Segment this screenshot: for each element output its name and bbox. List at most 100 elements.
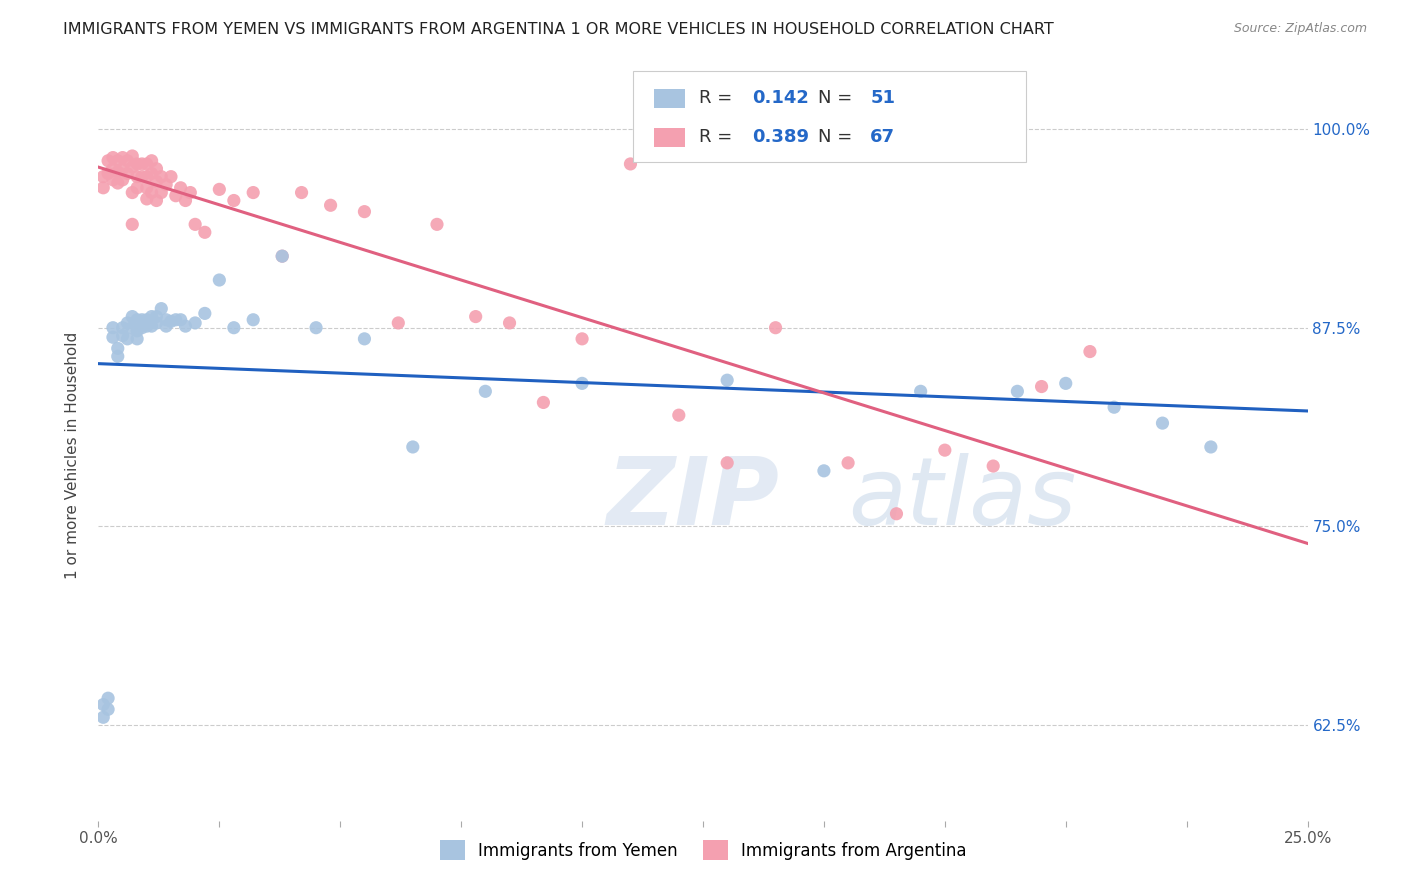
Point: [194, 306, 217, 320]
Point: [121, 186, 143, 200]
Point: [135, 192, 157, 206]
Point: [101, 151, 124, 165]
Point: [135, 157, 157, 171]
Point: [716, 373, 738, 387]
Point: [145, 194, 167, 208]
Point: [107, 349, 129, 363]
Point: [716, 456, 738, 470]
Point: [131, 312, 153, 326]
Point: [208, 273, 231, 287]
Point: [765, 320, 787, 334]
Point: [141, 166, 163, 180]
Point: [571, 376, 593, 391]
Point: [184, 218, 207, 232]
Point: [464, 310, 486, 324]
Point: [117, 316, 139, 330]
Point: [141, 319, 163, 334]
Point: [271, 249, 294, 263]
Point: [1031, 379, 1053, 393]
Point: [145, 174, 167, 188]
Text: IMMIGRANTS FROM YEMEN VS IMMIGRANTS FROM ARGENTINA 1 OR MORE VEHICLES IN HOUSEHO: IMMIGRANTS FROM YEMEN VS IMMIGRANTS FROM…: [63, 22, 1054, 37]
Point: [619, 157, 641, 171]
Point: [101, 320, 124, 334]
Point: [91, 181, 114, 195]
Point: [145, 316, 167, 330]
Point: [169, 181, 191, 195]
Point: [97, 702, 120, 716]
Point: [319, 198, 342, 212]
Point: [387, 316, 409, 330]
Point: [141, 310, 163, 324]
Point: [426, 218, 449, 232]
Point: [101, 330, 124, 344]
Point: [531, 395, 554, 409]
Point: [107, 153, 129, 168]
Point: [155, 178, 177, 192]
Point: [155, 319, 177, 334]
Point: [121, 149, 143, 163]
Point: [121, 160, 143, 174]
Point: [169, 312, 191, 326]
Point: [91, 169, 114, 184]
Point: [571, 332, 593, 346]
Point: [111, 151, 134, 165]
Point: [121, 310, 143, 324]
Point: [111, 173, 134, 187]
Point: [160, 169, 183, 184]
Point: [174, 319, 197, 334]
Point: [271, 249, 294, 263]
Text: 0.389: 0.389: [752, 128, 810, 146]
Point: [127, 169, 149, 184]
Point: [1199, 440, 1222, 454]
Point: [1007, 384, 1029, 399]
Text: atlas: atlas: [848, 453, 1077, 544]
Point: [242, 186, 264, 200]
Point: [131, 169, 153, 184]
Point: [127, 181, 149, 195]
Text: Source: ZipAtlas.com: Source: ZipAtlas.com: [1233, 22, 1367, 36]
Point: [97, 691, 120, 706]
Point: [117, 332, 139, 346]
Point: [141, 153, 163, 168]
Point: [498, 316, 520, 330]
Point: [107, 165, 129, 179]
Point: [97, 153, 120, 168]
Point: [107, 342, 129, 356]
Point: [184, 316, 207, 330]
Point: [121, 320, 143, 334]
Point: [145, 310, 167, 324]
Point: [107, 176, 129, 190]
Point: [934, 443, 956, 458]
Point: [208, 182, 231, 196]
Text: 51: 51: [870, 89, 896, 107]
Point: [97, 166, 120, 180]
Point: [290, 186, 312, 200]
Point: [150, 186, 173, 200]
Point: [150, 301, 173, 316]
Point: [305, 320, 328, 334]
Point: [121, 218, 143, 232]
Point: [1078, 344, 1101, 359]
Point: [668, 408, 690, 422]
Point: [111, 320, 134, 334]
Point: [837, 456, 859, 470]
Point: [135, 181, 157, 195]
Point: [474, 384, 496, 399]
Point: [101, 161, 124, 176]
Text: R =: R =: [699, 128, 738, 146]
Point: [194, 225, 217, 239]
Point: [135, 312, 157, 326]
Point: [222, 320, 245, 334]
Point: [353, 204, 375, 219]
Point: [117, 153, 139, 168]
Point: [117, 166, 139, 180]
Point: [222, 194, 245, 208]
Point: [127, 312, 149, 326]
Point: [813, 464, 835, 478]
Point: [127, 324, 149, 338]
Point: [127, 332, 149, 346]
Point: [179, 186, 201, 200]
Point: [1054, 376, 1077, 391]
Point: [135, 169, 157, 184]
Point: [981, 458, 1004, 473]
